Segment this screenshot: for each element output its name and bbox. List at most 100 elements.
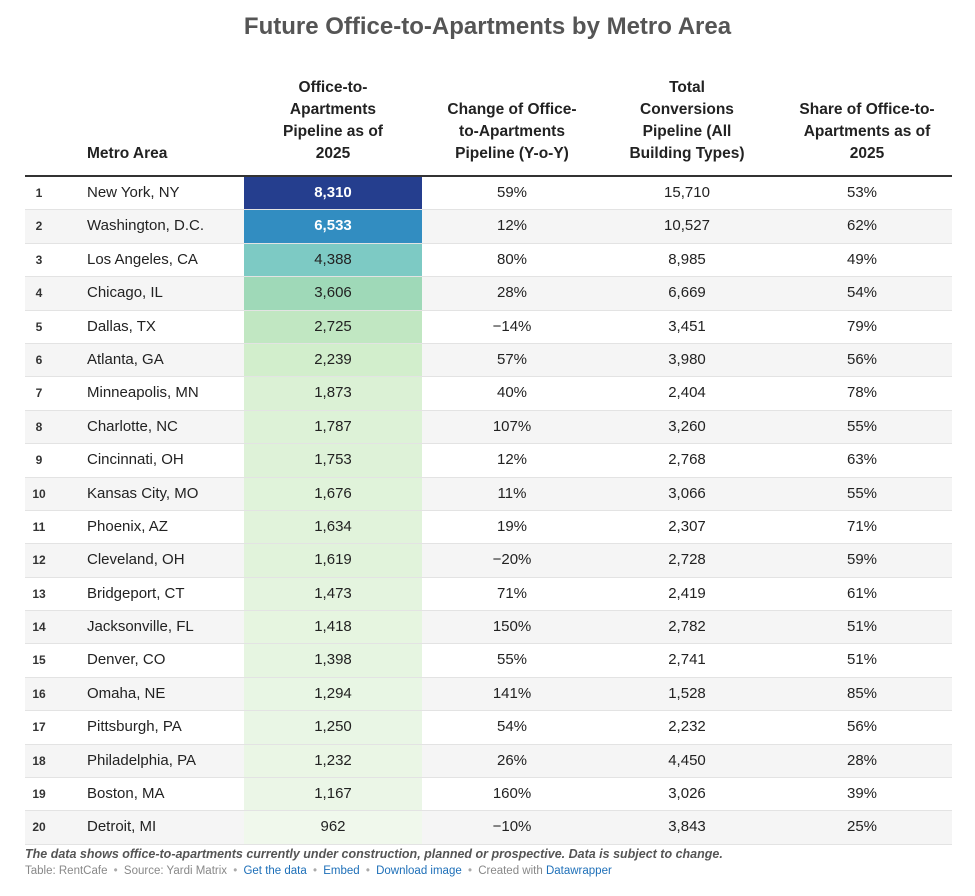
total-conversions-cell: 8,985 xyxy=(668,250,706,268)
metro-cell: Denver, CO xyxy=(87,651,166,669)
pipeline-cell: 8,310 xyxy=(244,177,422,210)
total-conversions-cell: 3,451 xyxy=(668,317,706,335)
metro-cell: Philadelphia, PA xyxy=(87,751,196,769)
rank-cell: 10 xyxy=(32,486,46,501)
yoy-change-cell: 54% xyxy=(496,718,528,736)
pipeline-cell: 1,676 xyxy=(244,477,422,510)
separator: • xyxy=(113,865,118,877)
source-credit: Source: Yardi Matrix xyxy=(123,865,228,877)
metro-cell: Boston, MA xyxy=(87,785,165,803)
metro-cell: Cleveland, OH xyxy=(87,551,185,569)
rank-cell: 16 xyxy=(32,686,46,701)
created-with-label: Created with xyxy=(478,865,543,877)
yoy-change-cell: 19% xyxy=(496,517,528,535)
pipeline-cell: 2,725 xyxy=(244,310,422,343)
metro-cell: Phoenix, AZ xyxy=(87,517,168,535)
rank-cell: 13 xyxy=(32,586,46,601)
download-image-link[interactable]: Download image xyxy=(376,865,462,877)
yoy-change-cell: 57% xyxy=(496,350,528,368)
metro-cell: Kansas City, MO xyxy=(87,484,199,502)
rank-cell: 12 xyxy=(32,553,46,568)
total-conversions-cell: 2,728 xyxy=(668,551,706,569)
total-conversions-cell: 2,782 xyxy=(668,618,706,636)
total-conversions-cell: 10,527 xyxy=(664,217,710,235)
pipeline-cell: 1,418 xyxy=(244,611,422,644)
rank-cell: 4 xyxy=(35,286,43,301)
yoy-change-cell: 80% xyxy=(496,250,528,268)
column-header-share: Share of Office-to-Apartments as of 2025 xyxy=(799,101,935,162)
total-conversions-cell: 3,026 xyxy=(668,785,706,803)
rank-cell: 8 xyxy=(35,419,43,434)
separator: • xyxy=(233,865,238,877)
rank-cell: 11 xyxy=(32,519,46,534)
metro-cell: Cincinnati, OH xyxy=(87,451,184,469)
rank-cell: 6 xyxy=(35,352,43,367)
notes-section: The data shows office-to-apartments curr… xyxy=(25,847,955,877)
column-header-total: Total Conversions Pipeline (All Building… xyxy=(629,79,745,162)
table-row: 13 Bridgeport, CT 1,473 71% 2,419 61% xyxy=(25,577,952,612)
share-cell: 28% xyxy=(846,751,878,769)
pipeline-cell: 1,167 xyxy=(244,778,422,811)
metro-cell: Omaha, NE xyxy=(87,684,166,702)
pipeline-cell: 3,606 xyxy=(244,277,422,310)
share-cell: 55% xyxy=(846,484,878,502)
share-cell: 39% xyxy=(846,785,878,803)
total-conversions-cell: 3,980 xyxy=(668,350,706,368)
share-cell: 61% xyxy=(846,584,878,602)
metro-cell: Charlotte, NC xyxy=(87,417,178,435)
total-conversions-cell: 1,528 xyxy=(668,684,706,702)
yoy-change-cell: 12% xyxy=(496,451,528,469)
table-row: 10 Kansas City, MO 1,676 11% 3,066 55% xyxy=(25,477,952,511)
rank-cell: 9 xyxy=(35,453,43,468)
metro-cell: New York, NY xyxy=(87,184,180,201)
share-cell: 54% xyxy=(846,284,878,302)
datawrapper-link[interactable]: Datawrapper xyxy=(545,865,612,877)
yoy-change-cell: 141% xyxy=(492,684,532,702)
table-header: Metro Area Office-to-Apartments Pipeline… xyxy=(25,75,952,177)
table-row: 8 Charlotte, NC 1,787 107% 3,260 55% xyxy=(25,410,952,445)
rank-cell: 20 xyxy=(32,820,46,835)
share-cell: 51% xyxy=(846,618,878,636)
yoy-change-cell: −10% xyxy=(492,818,532,836)
share-cell: 79% xyxy=(846,317,878,335)
get-data-link[interactable]: Get the data xyxy=(243,865,307,877)
embed-link[interactable]: Embed xyxy=(323,865,360,877)
table-body: 1 New York, NY 8,310 59% 15,710 53% 2 Washingto… xyxy=(25,177,952,845)
table-row: 18 Philadelphia, PA 1,232 26% 4,450 28% xyxy=(25,744,952,779)
total-conversions-cell: 2,232 xyxy=(668,718,706,736)
yoy-change-cell: 11% xyxy=(497,484,527,502)
rank-cell: 19 xyxy=(32,787,46,802)
pipeline-cell: 1,398 xyxy=(244,644,422,677)
metro-cell: Chicago, IL xyxy=(87,284,163,302)
pipeline-cell: 6,533 xyxy=(244,210,422,243)
rank-cell: 2 xyxy=(35,219,43,234)
table-row: 19 Boston, MA 1,167 160% 3,026 39% xyxy=(25,778,952,812)
total-conversions-cell: 2,768 xyxy=(668,451,706,469)
yoy-change-cell: 150% xyxy=(492,618,532,636)
table-row: 20 Detroit, MI 962 −10% 3,843 25% xyxy=(25,811,952,845)
share-cell: 55% xyxy=(846,417,878,435)
yoy-change-cell: 160% xyxy=(492,785,532,803)
pipeline-cell: 1,753 xyxy=(244,444,422,477)
pipeline-cell: 2,239 xyxy=(244,343,422,377)
pipeline-cell: 1,619 xyxy=(244,544,422,577)
table-row: 16 Omaha, NE 1,294 141% 1,528 85% xyxy=(25,677,952,712)
rank-cell: 5 xyxy=(35,319,43,334)
pipeline-cell: 1,634 xyxy=(244,510,422,544)
total-conversions-cell: 3,843 xyxy=(668,818,706,836)
column-header-pipeline: Office-to-Apartments Pipeline as of 2025 xyxy=(283,79,383,162)
table-row: 14 Jacksonville, FL 1,418 150% 2,782 51% xyxy=(25,611,952,645)
share-cell: 53% xyxy=(846,184,878,201)
pipeline-cell: 1,232 xyxy=(244,744,422,778)
table-row: 4 Chicago, IL 3,606 28% 6,669 54% xyxy=(25,277,952,311)
page-title: Future Office-to-Apartments by Metro Are… xyxy=(243,13,732,40)
table-row: 11 Phoenix, AZ 1,634 19% 2,307 71% xyxy=(25,510,952,545)
metro-cell: Detroit, MI xyxy=(87,818,157,836)
rank-cell: 1 xyxy=(35,186,43,200)
yoy-change-cell: 107% xyxy=(492,417,532,435)
table-row: 5 Dallas, TX 2,725 −14% 3,451 79% xyxy=(25,310,952,344)
rank-cell: 7 xyxy=(35,386,43,401)
rank-cell: 3 xyxy=(35,252,43,267)
rank-cell: 17 xyxy=(32,720,46,735)
